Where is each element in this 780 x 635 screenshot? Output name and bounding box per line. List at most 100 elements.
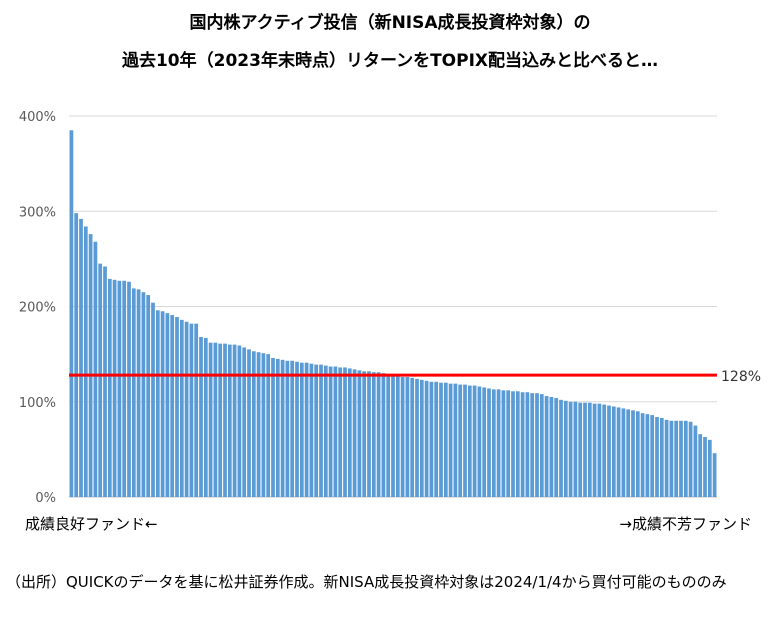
bar (232, 344, 237, 497)
bar (362, 371, 367, 497)
bar (280, 359, 285, 497)
bar (693, 425, 698, 497)
bar (299, 362, 304, 497)
bar (151, 302, 155, 497)
bar (343, 367, 347, 497)
bar (352, 369, 357, 497)
bar (395, 376, 400, 497)
bar (367, 371, 371, 497)
bar (83, 226, 88, 498)
bar (323, 365, 328, 497)
bar (357, 370, 362, 497)
bar (405, 376, 410, 497)
bar (271, 357, 275, 497)
bar (79, 218, 83, 497)
bar (467, 385, 472, 497)
y-tick-label: 0% (35, 491, 56, 506)
bar (155, 310, 160, 497)
bar (631, 410, 635, 497)
bar (175, 316, 179, 497)
bar (568, 401, 573, 497)
bar (530, 393, 535, 497)
bar (285, 360, 290, 497)
bar (88, 234, 93, 498)
bar (712, 453, 717, 497)
bar (371, 372, 376, 497)
bar (559, 399, 563, 497)
bar (251, 351, 256, 497)
bar (496, 389, 501, 497)
bar (578, 402, 583, 497)
bar (506, 390, 511, 497)
bar (424, 380, 429, 497)
bar (141, 292, 146, 497)
poor-funds-note: →成績不芳ファンド (619, 515, 752, 533)
bar (295, 361, 299, 497)
bar (491, 389, 496, 497)
bar (184, 321, 189, 497)
bar (554, 397, 559, 497)
bar (347, 368, 352, 497)
reference-line-label: 128% (721, 369, 761, 385)
bar (328, 366, 333, 497)
bar (621, 408, 626, 497)
bar (525, 392, 530, 497)
bar (194, 323, 199, 497)
bar (199, 336, 203, 497)
bar (319, 364, 323, 497)
bar (242, 347, 247, 497)
bar (616, 407, 621, 497)
bar (443, 382, 448, 497)
bar (98, 263, 103, 497)
bar (333, 366, 338, 497)
bar (645, 414, 650, 497)
bar (472, 385, 477, 497)
y-tick-label: 400% (19, 110, 56, 125)
bar (203, 337, 208, 497)
bar (266, 354, 271, 497)
bar (501, 390, 506, 497)
chart-title-line2: 過去10年（2023年末時点）リターンをTOPIX配当込みと比べると… (121, 51, 659, 71)
bar (69, 130, 74, 497)
bar (165, 313, 170, 497)
bar (415, 378, 419, 497)
chart-title-line1: 国内株アクティブ投信（新NISA成長投資枠対象）の (189, 13, 591, 33)
bar (439, 382, 443, 497)
bar (655, 416, 659, 497)
bar (659, 417, 664, 497)
bar (607, 405, 611, 497)
bar (103, 266, 107, 497)
bar (237, 345, 242, 497)
bar (688, 421, 693, 497)
bar (477, 386, 482, 497)
bar (117, 280, 122, 497)
bar (227, 344, 232, 497)
bar (597, 403, 602, 497)
bar (602, 404, 607, 497)
y-tick-label: 200% (19, 301, 56, 316)
bar (698, 434, 703, 497)
bar (487, 388, 491, 497)
bar (611, 406, 616, 497)
bar (179, 319, 184, 497)
bar (136, 289, 141, 497)
bar (463, 384, 467, 497)
bar (563, 400, 568, 497)
bar (434, 381, 439, 497)
bar (635, 411, 640, 497)
bar (669, 420, 674, 497)
bar (683, 420, 688, 497)
bar (419, 379, 424, 497)
bar (520, 392, 525, 497)
bar (458, 384, 463, 497)
bar (400, 376, 405, 497)
bar (707, 439, 712, 497)
bar (261, 353, 266, 497)
bar (453, 383, 458, 497)
bar (376, 372, 381, 497)
bar (107, 278, 112, 497)
bar (515, 391, 520, 497)
bar (703, 436, 707, 497)
bar (391, 375, 395, 497)
y-tick-label: 300% (19, 205, 56, 220)
